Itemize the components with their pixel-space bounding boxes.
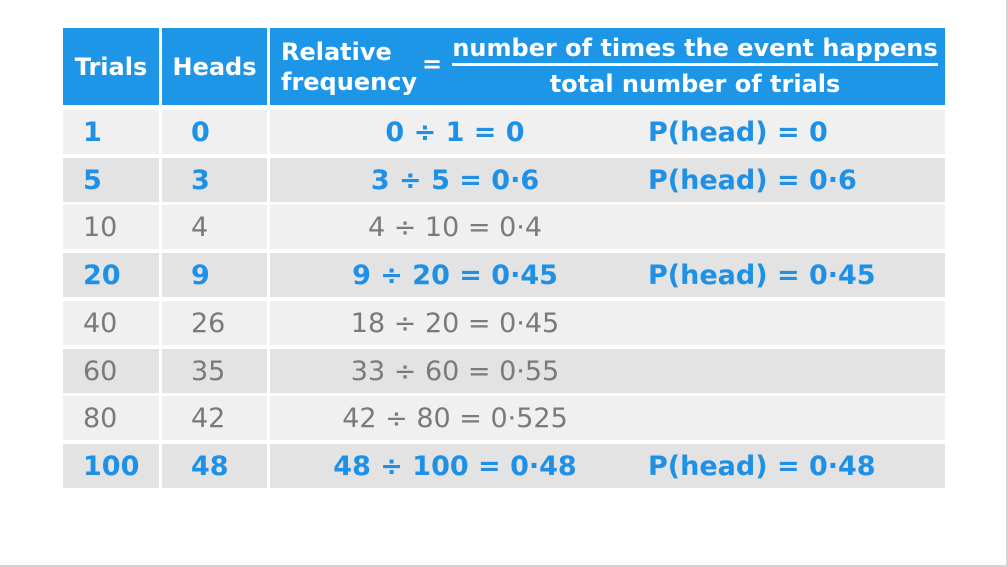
calculation: 42 ÷ 80 = 0·525 [342,403,568,435]
heads: 42 [191,403,226,435]
trials: 100 [83,450,140,482]
header-cell: Relative frequency = number of times the… [270,28,945,105]
cell: 3 [162,157,267,202]
trials: 60 [83,355,118,387]
heads: 3 [191,164,210,196]
heads: 48 [191,450,229,482]
cell: 3 ÷ 5 = 0·6 P(head) = 0·6 [270,157,945,202]
header-relative-frequency: Relative frequency [281,38,418,96]
cell: 0 ÷ 1 = 0 P(head) = 0 [270,110,945,154]
cell: 42 ÷ 80 = 0·525 [270,396,945,441]
calculation: 9 ÷ 20 = 0·45 [352,260,558,292]
calculation: 0 ÷ 1 = 0 [385,117,525,148]
trials: 10 [83,212,118,244]
cell: 40 [63,300,159,345]
cell: 10 [63,205,159,250]
cell: 26 [162,300,267,345]
heads: 9 [191,260,210,292]
calculation: 4 ÷ 10 = 0·4 [367,212,543,244]
cell: 33 ÷ 60 = 0·55 [270,348,945,393]
cell: 5 [63,157,159,202]
header-trials: Trials [74,52,148,81]
header-heads: Heads [172,52,257,81]
heads: 26 [191,307,226,339]
header-equals: = [422,50,443,78]
probability: P(head) = 0·45 [648,260,876,292]
header-cell: Heads [162,28,267,105]
heads: 35 [191,355,226,387]
cell: 35 [162,348,267,393]
trials: 1 [83,117,102,148]
cell: 80 [63,396,159,441]
cell: 100 [63,443,159,488]
cell: 4 [162,205,267,250]
cell: 0 [162,110,267,154]
heads: 0 [191,117,210,148]
probability: P(head) = 0 [648,117,828,148]
calculation: 48 ÷ 100 = 0·48 [333,450,577,482]
calculation: 33 ÷ 60 = 0·55 [350,355,560,387]
calculation: 3 ÷ 5 = 0·6 [370,164,540,196]
cell: 18 ÷ 20 = 0·45 [270,300,945,345]
header-cell: Trials [63,28,159,105]
cell: 42 [162,396,267,441]
cell: 9 [162,253,267,298]
cell: 48 ÷ 100 = 0·48 P(head) = 0·48 [270,443,945,488]
trials: 20 [83,260,121,292]
probability: P(head) = 0·6 [648,164,857,196]
cell: 48 [162,443,267,488]
trials: 5 [83,164,102,196]
header-numerator: number of times the event happens [452,34,938,66]
probability: P(head) = 0·48 [648,450,876,482]
calculation: 18 ÷ 20 = 0·45 [350,307,560,339]
cell: 20 [63,253,159,298]
cell: 9 ÷ 20 = 0·45 P(head) = 0·45 [270,253,945,298]
cell: 60 [63,348,159,393]
cell: 1 [63,110,159,154]
trials: 40 [83,307,118,339]
heads: 4 [191,212,209,244]
trials: 80 [83,403,118,435]
header-denominator: total number of trials [549,70,841,98]
cell: 4 ÷ 10 = 0·4 [270,205,945,250]
